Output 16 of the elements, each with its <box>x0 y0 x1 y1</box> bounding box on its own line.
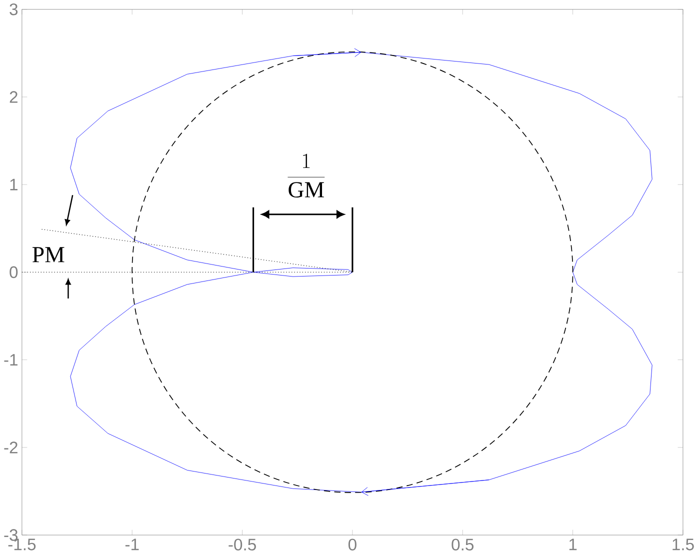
x-tick-label: 0.5 <box>452 538 474 551</box>
y-tick-label: -3 <box>4 529 18 541</box>
y-tick-label: 1 <box>10 178 18 190</box>
y-tick-label: 0 <box>10 266 18 278</box>
annotation: PM <box>32 247 64 262</box>
y-tick-label: 2 <box>10 91 18 103</box>
annotation: $\frac{1}{\mathrm{GM}}$ <box>288 154 325 198</box>
x-tick-label: -1.5 <box>8 538 36 550</box>
y-tick-label: -2 <box>4 442 18 454</box>
y-tick-label: -1 <box>4 354 18 366</box>
x-tick-label: -1 <box>125 538 139 550</box>
x-tick-label: -0.5 <box>228 538 256 551</box>
x-tick-label: 1 <box>569 538 577 550</box>
x-tick-label: 0 <box>348 538 356 551</box>
x-tick-label: 1.5 <box>672 538 694 550</box>
y-tick-label: 3 <box>10 3 18 16</box>
